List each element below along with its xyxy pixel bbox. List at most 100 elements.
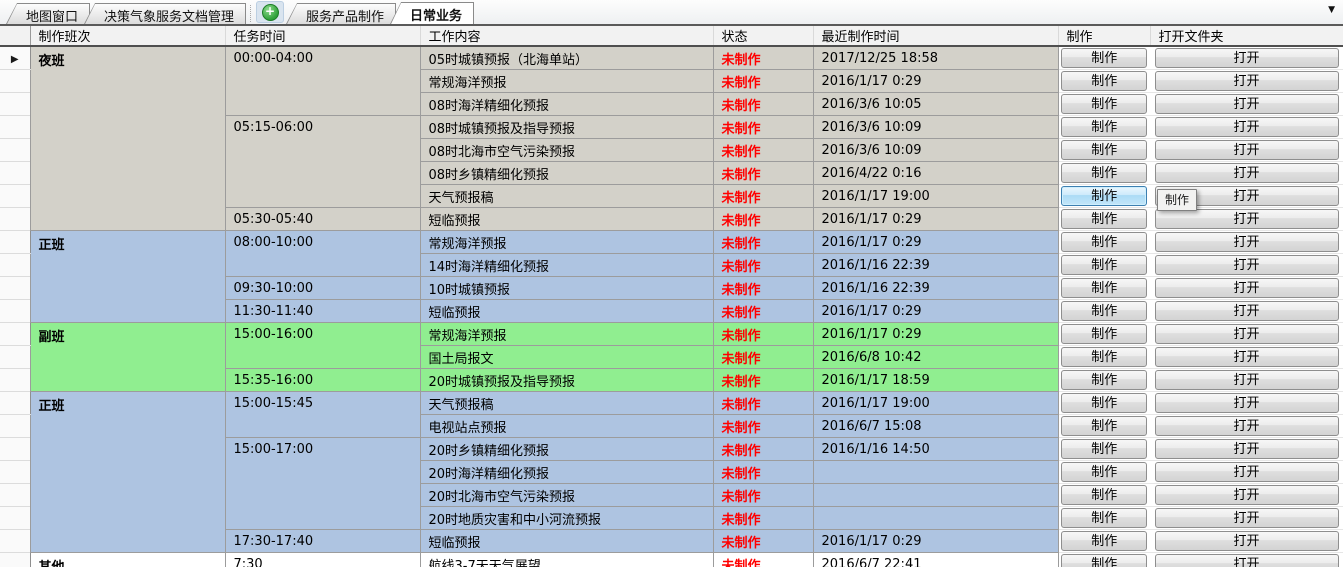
- row-selector-cell[interactable]: [0, 299, 31, 323]
- make-button[interactable]: 制作: [1061, 508, 1148, 528]
- open-folder-button[interactable]: 打开: [1154, 255, 1339, 275]
- make-button[interactable]: 制作: [1061, 48, 1148, 68]
- make-button[interactable]: 制作: [1061, 324, 1148, 344]
- row-selector-cell[interactable]: [0, 230, 31, 254]
- make-cell: 制作: [1058, 506, 1150, 530]
- open-folder-button[interactable]: 打开: [1154, 462, 1339, 482]
- make-button[interactable]: 制作: [1061, 94, 1148, 114]
- open-folder-button[interactable]: 打开: [1154, 347, 1339, 367]
- row-selector-cell[interactable]: [0, 161, 31, 185]
- status-cell: 未制作: [712, 253, 814, 277]
- make-button[interactable]: 制作: [1061, 71, 1148, 91]
- open-folder-button[interactable]: 打开: [1154, 508, 1339, 528]
- work-content-cell: 短临预报: [419, 207, 714, 231]
- last-made-time-cell: 2016/3/6 10:05: [812, 92, 1059, 116]
- make-button[interactable]: 制作: [1061, 439, 1148, 459]
- last-made-time-cell: 2016/1/16 22:39: [812, 276, 1059, 300]
- row-selector-cell[interactable]: [0, 345, 31, 369]
- make-cell: 制作: [1058, 437, 1150, 461]
- row-selector-cell[interactable]: [0, 414, 31, 438]
- make-button[interactable]: 制作: [1061, 232, 1148, 252]
- make-button[interactable]: 制作: [1061, 416, 1148, 436]
- make-button[interactable]: 制作: [1061, 117, 1148, 137]
- row-selector-cell[interactable]: ▶: [0, 46, 31, 70]
- row-selector-cell[interactable]: [0, 92, 31, 116]
- table-header-row: 制作班次 任务时间 工作内容 状态 最近制作时间 制作 打开文件夹: [0, 26, 1343, 47]
- table-row: 15:35-16:00 20时城镇预报及指导预报 未制作 2016/1/17 18:5…: [0, 368, 1343, 392]
- make-cell: 制作: [1058, 184, 1150, 208]
- open-folder-button[interactable]: 打开: [1154, 439, 1339, 459]
- open-folder-button[interactable]: 打开: [1154, 48, 1339, 68]
- work-content-cell: 08时城镇预报及指导预报: [419, 115, 714, 139]
- open-folder-button[interactable]: 打开: [1154, 554, 1339, 567]
- make-button[interactable]: 制作: [1061, 255, 1148, 275]
- tab-face: [85, 4, 246, 24]
- open-folder-button[interactable]: 打开: [1154, 416, 1339, 436]
- row-selector-cell[interactable]: [0, 276, 31, 300]
- work-content-cell: 20时地质灾害和中小河流预报: [419, 506, 714, 530]
- make-button[interactable]: 制作: [1061, 370, 1148, 390]
- open-folder-button[interactable]: 打开: [1154, 370, 1339, 390]
- tab-doc-management[interactable]: 决策气象服务文档管理: [84, 3, 247, 25]
- row-selector-cell[interactable]: [0, 69, 31, 93]
- last-made-time-cell: 2017/12/25 18:58: [812, 45, 1059, 70]
- row-selector-cell[interactable]: [0, 391, 31, 415]
- open-folder-button[interactable]: 打开: [1154, 71, 1339, 91]
- open-folder-button[interactable]: 打开: [1154, 94, 1339, 114]
- tab-product-production[interactable]: 服务产品制作: [286, 3, 397, 25]
- open-folder-button[interactable]: 打开: [1154, 531, 1339, 551]
- row-selector-cell[interactable]: [0, 253, 31, 277]
- make-button[interactable]: 制作: [1061, 393, 1148, 413]
- make-button[interactable]: 制作: [1061, 278, 1148, 298]
- open-folder-button[interactable]: 打开: [1154, 117, 1339, 137]
- make-button[interactable]: 制作: [1061, 347, 1148, 367]
- open-folder-cell: 打开: [1150, 184, 1343, 208]
- row-selector-cell[interactable]: [0, 368, 31, 392]
- row-selector-cell[interactable]: [0, 460, 31, 484]
- daily-business-table: 制作班次 任务时间 工作内容 状态 最近制作时间 制作 打开文件夹 ▶ 夜班 00:…: [0, 26, 1343, 567]
- tab-map-window[interactable]: 地图窗口: [6, 3, 91, 25]
- row-selector-cell[interactable]: [0, 529, 31, 553]
- make-cell: 制作: [1058, 299, 1150, 323]
- make-button[interactable]: 制作: [1061, 462, 1148, 482]
- make-button[interactable]: 制作: [1061, 485, 1148, 505]
- row-selector-cell[interactable]: [0, 483, 31, 507]
- make-button[interactable]: 制作: [1061, 163, 1148, 183]
- open-folder-cell: 打开: [1150, 460, 1343, 484]
- row-selector-cell[interactable]: [0, 138, 31, 162]
- tab-label: 决策气象服务文档管理: [104, 10, 235, 25]
- row-selector-cell[interactable]: [0, 506, 31, 530]
- row-selector-cell[interactable]: [0, 115, 31, 139]
- open-folder-button[interactable]: 打开: [1154, 232, 1339, 252]
- row-selector-cell[interactable]: [0, 552, 31, 567]
- make-button[interactable]: 制作: [1061, 140, 1148, 160]
- make-button[interactable]: 制作: [1061, 209, 1148, 229]
- tab-daily-business[interactable]: 日常业务: [390, 2, 475, 24]
- open-folder-cell: 打开: [1150, 322, 1343, 346]
- last-made-time-cell: 2016/1/17 0:29: [812, 299, 1059, 323]
- tab-separator: [250, 5, 252, 22]
- table-row: 08时海洋精细化预报 未制作 2016/3/6 10:05 制作 打开: [0, 92, 1343, 116]
- open-folder-button[interactable]: 打开: [1154, 209, 1339, 229]
- open-folder-button[interactable]: 打开: [1154, 278, 1339, 298]
- open-folder-button[interactable]: 打开: [1154, 140, 1339, 160]
- open-folder-button[interactable]: 打开: [1154, 163, 1339, 183]
- make-button[interactable]: 制作: [1061, 531, 1148, 551]
- open-folder-button[interactable]: 打开: [1154, 324, 1339, 344]
- open-folder-button[interactable]: 打开: [1154, 485, 1339, 505]
- row-selector-cell[interactable]: [0, 437, 31, 461]
- open-folder-button[interactable]: 打开: [1154, 301, 1339, 321]
- tab-list-dropdown-icon[interactable]: ▼: [1328, 5, 1335, 15]
- add-tab-button[interactable]: +: [256, 1, 285, 23]
- open-folder-button[interactable]: 打开: [1154, 393, 1339, 413]
- make-button[interactable]: 制作: [1061, 186, 1148, 206]
- make-button[interactable]: 制作: [1061, 301, 1148, 321]
- make-button[interactable]: 制作: [1061, 554, 1148, 567]
- open-folder-cell: 打开: [1150, 207, 1343, 231]
- row-selector-cell[interactable]: [0, 207, 31, 231]
- row-selector-cell[interactable]: [0, 322, 31, 346]
- work-content-cell: 国土局报文: [419, 345, 714, 369]
- row-selector-cell[interactable]: [0, 184, 31, 208]
- open-folder-button[interactable]: 打开: [1154, 186, 1339, 206]
- make-button-tooltip: 制作: [1157, 189, 1198, 211]
